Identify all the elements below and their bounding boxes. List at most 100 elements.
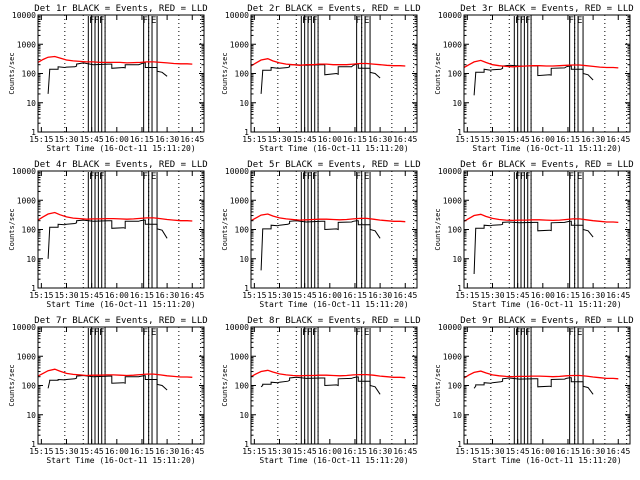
x-tick-label: 16:00 <box>531 291 555 300</box>
x-axis-label: Start Time (16-Oct-11 15:11:20) <box>472 456 621 465</box>
y-tick-label: 1000 <box>443 352 462 361</box>
y-tick-label: 1 <box>457 128 462 137</box>
x-axis-label: Start Time (16-Oct-11 15:11:20) <box>259 300 408 309</box>
events-series-line <box>473 377 594 395</box>
flag-label: F <box>143 16 148 26</box>
x-tick-label: 16:15 <box>556 447 580 456</box>
y-tick-label: 10000 <box>12 11 36 20</box>
y-tick-label: 1 <box>244 440 249 449</box>
y-tick-label: 1000 <box>230 196 249 205</box>
x-axis-label: Start Time (16-Oct-11 15:11:20) <box>46 144 195 153</box>
y-axis-label: Counts/sec <box>8 364 16 406</box>
x-tick-label: 15:15 <box>29 291 53 300</box>
x-tick-label: 16:30 <box>581 447 605 456</box>
y-tick-label: 10 <box>452 99 462 108</box>
y-tick-label: 10000 <box>12 167 36 176</box>
x-tick-label: 16:45 <box>180 447 204 456</box>
x-tick-label: 16:45 <box>606 291 630 300</box>
x-tick-label: 16:15 <box>343 447 367 456</box>
y-tick-label: 100 <box>235 226 250 235</box>
panel-title: Det 3r BLACK = Events, RED = LLD <box>460 4 633 14</box>
y-tick-label: 1000 <box>17 196 36 205</box>
flag-label: F <box>99 172 104 182</box>
x-tick-label: 15:30 <box>480 291 504 300</box>
y-tick-label: 1 <box>244 128 249 137</box>
flag-label: F <box>143 172 148 182</box>
x-tick-label: 16:00 <box>318 135 342 144</box>
x-tick-label: 16:45 <box>393 135 417 144</box>
events-series-line <box>260 376 381 395</box>
y-tick-label: 1000 <box>17 40 36 49</box>
flag-label: F <box>143 328 148 338</box>
x-tick-label: 15:45 <box>293 135 317 144</box>
panel-title: Det 2r BLACK = Events, RED = LLD <box>247 4 420 14</box>
lld-series-line <box>250 213 406 223</box>
flag-label: F <box>569 328 574 338</box>
x-tick-label: 15:15 <box>29 135 53 144</box>
flag-label: F <box>307 16 312 26</box>
y-tick-label: 100 <box>22 70 37 79</box>
x-tick-label: 16:15 <box>343 135 367 144</box>
y-tick-label: 10 <box>452 411 462 420</box>
y-tick-label: 10000 <box>225 167 249 176</box>
flag-label: F <box>302 328 307 338</box>
x-tick-label: 15:30 <box>480 135 504 144</box>
y-axis-label: Counts/sec <box>221 208 229 250</box>
y-axis-label: Counts/sec <box>8 208 16 250</box>
x-tick-label: 16:15 <box>343 291 367 300</box>
x-tick-label: 16:45 <box>180 135 204 144</box>
x-tick-label: 15:45 <box>506 447 530 456</box>
y-tick-label: 100 <box>235 382 250 391</box>
x-tick-label: 15:45 <box>506 291 530 300</box>
x-tick-label: 16:15 <box>130 447 154 456</box>
y-tick-label: 1000 <box>443 40 462 49</box>
flag-label: F <box>520 172 525 182</box>
x-tick-label: 16:45 <box>606 447 630 456</box>
x-tick-label: 16:30 <box>581 291 605 300</box>
flag-label: F <box>515 16 520 26</box>
y-tick-label: 100 <box>22 382 37 391</box>
y-tick-label: 1 <box>244 284 249 293</box>
x-axis-label: Start Time (16-Oct-11 15:11:20) <box>472 144 621 153</box>
y-tick-label: 10 <box>26 99 36 108</box>
plot-frame <box>463 170 631 289</box>
plot-frame <box>37 170 205 289</box>
x-tick-label: 16:45 <box>606 135 630 144</box>
flag-label: F <box>356 328 361 338</box>
y-axis-label: Counts/sec <box>434 52 442 94</box>
x-tick-label: 15:30 <box>267 135 291 144</box>
y-tick-label: 100 <box>448 382 463 391</box>
y-tick-label: 1 <box>31 284 36 293</box>
panel-title: Det 8r BLACK = Events, RED = LLD <box>247 316 420 326</box>
y-tick-label: 1 <box>457 284 462 293</box>
plot-frame <box>463 14 631 133</box>
y-axis-label: Counts/sec <box>434 208 442 250</box>
events-series-line <box>47 219 168 259</box>
y-tick-label: 10 <box>452 255 462 264</box>
x-tick-label: 15:30 <box>54 291 78 300</box>
flag-label: F <box>89 328 94 338</box>
lld-series-line <box>250 369 406 379</box>
flag-label: F <box>89 172 94 182</box>
x-tick-label: 16:00 <box>105 447 129 456</box>
flag-label: F <box>569 16 574 26</box>
flag-label: F <box>99 328 104 338</box>
flag-label: F <box>94 328 99 338</box>
x-tick-label: 15:15 <box>455 135 479 144</box>
x-tick-label: 15:30 <box>54 447 78 456</box>
x-tick-label: 15:45 <box>80 135 104 144</box>
x-axis-label: Start Time (16-Oct-11 15:11:20) <box>259 456 408 465</box>
flag-label: F <box>307 172 312 182</box>
x-axis-label: Start Time (16-Oct-11 15:11:20) <box>46 300 195 309</box>
x-axis-label: Start Time (16-Oct-11 15:11:20) <box>472 300 621 309</box>
y-tick-label: 1 <box>457 440 462 449</box>
y-tick-label: 10000 <box>438 167 462 176</box>
flag-label: F <box>312 16 317 26</box>
flag-label: F <box>525 16 530 26</box>
flag-label: E <box>577 328 582 338</box>
y-tick-label: 10 <box>26 255 36 264</box>
